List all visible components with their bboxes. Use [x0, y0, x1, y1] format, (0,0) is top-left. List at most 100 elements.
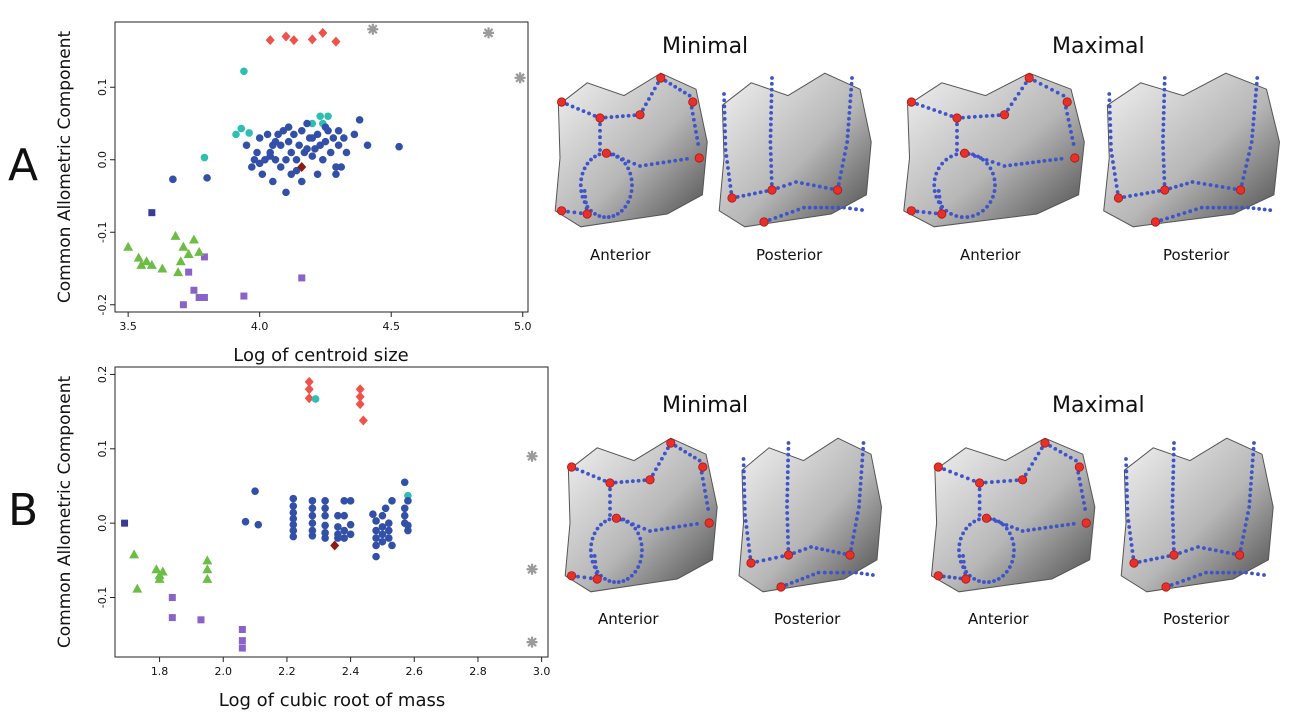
curve-dot	[1196, 181, 1201, 185]
curve-dot	[858, 487, 863, 492]
data-point-diamond	[331, 36, 341, 47]
landmark-point	[1024, 73, 1034, 83]
curve-dot	[1048, 444, 1053, 448]
curve-dot	[768, 152, 773, 156]
data-point-circle	[340, 511, 349, 520]
curve-dot	[1202, 182, 1207, 186]
curve-dot	[769, 87, 774, 92]
landmark-point	[952, 113, 962, 123]
data-point-circle	[372, 541, 380, 550]
data-point-circle	[334, 534, 342, 542]
curve-dot	[1176, 212, 1181, 217]
label-posterior-b-min: Posterior	[774, 610, 841, 628]
data-point-square	[148, 209, 156, 217]
curve-dot	[860, 208, 864, 212]
curve-dot	[1027, 467, 1031, 472]
landmark-points	[1113, 185, 1246, 227]
curve-dot	[1008, 163, 1013, 168]
data-point-triangle	[188, 234, 199, 244]
curve-dot	[958, 559, 963, 564]
data-point-circle	[289, 514, 298, 523]
curve-dot	[932, 108, 937, 112]
curve-dot	[847, 570, 852, 575]
curve-dot	[696, 142, 701, 146]
curve-dot	[654, 467, 658, 472]
curve-dot	[1257, 206, 1261, 211]
curve-dot	[915, 102, 919, 106]
data-point-circle	[308, 504, 317, 513]
curve-dot	[743, 519, 748, 523]
curve-dot	[1207, 547, 1212, 552]
curve-dot	[1251, 452, 1256, 457]
curve-dot	[743, 513, 747, 517]
data-point-circle	[400, 478, 409, 487]
curve-dot	[592, 113, 597, 118]
landmark-points	[1129, 550, 1245, 592]
landmark-points	[906, 73, 1080, 219]
bone-anterior-minimal-b	[564, 437, 718, 593]
data-point-circle	[289, 526, 298, 535]
curve-dot	[768, 122, 773, 127]
curve-dot	[996, 576, 1001, 581]
curve-dot	[1251, 206, 1256, 211]
curve-dot	[1170, 517, 1175, 521]
curve-dot	[820, 547, 825, 552]
star-stroke	[515, 73, 525, 83]
curve-dot	[1023, 81, 1028, 86]
data-point-circle	[404, 526, 412, 535]
curve-dot	[786, 547, 791, 551]
data-point-square	[240, 292, 248, 300]
landmark-point	[582, 209, 592, 219]
curve-dot	[769, 81, 774, 86]
curve-dot	[682, 90, 687, 95]
curve-dot	[723, 135, 728, 140]
curve-dot	[860, 458, 865, 463]
bone-surface	[564, 437, 718, 593]
curve-dot	[612, 580, 616, 584]
landmark-curves	[741, 441, 875, 589]
data-point-triangle	[132, 583, 143, 593]
curve-dot	[613, 480, 618, 485]
curve-dot	[987, 580, 991, 584]
curve-dot	[1066, 117, 1071, 122]
landmark-point	[1129, 558, 1139, 568]
curve-dot	[592, 554, 597, 558]
data-point-circle	[303, 119, 311, 128]
curve-dot	[1242, 529, 1247, 533]
curve-dot	[1162, 93, 1167, 98]
curve-dot	[1111, 166, 1116, 170]
curve-dot	[673, 158, 678, 163]
curve-dot	[1161, 146, 1166, 150]
curve-dot	[842, 152, 847, 156]
curve-dot	[1161, 128, 1166, 133]
curve-dot	[1241, 176, 1246, 180]
curve-dot	[632, 161, 637, 166]
data-point-circle	[385, 526, 393, 535]
x-tick-label: 2.2	[278, 665, 296, 678]
curve-dot	[835, 570, 840, 575]
curve-dot	[1127, 525, 1132, 529]
curve-dot	[1107, 92, 1112, 96]
curve-dot	[616, 580, 621, 584]
curve-dot	[842, 551, 847, 556]
curve-dot	[769, 176, 774, 180]
curve-dot	[1042, 159, 1047, 163]
curve-dot	[1186, 576, 1191, 581]
y-ticks: -0.2 -0.1 0.0 0.1	[96, 79, 115, 315]
curve-dot	[647, 97, 651, 101]
data-point-triangle	[175, 256, 186, 266]
curve-dot	[629, 189, 634, 193]
data-point-circle	[289, 520, 298, 529]
curve-dot	[854, 517, 859, 521]
curve-dot	[915, 209, 920, 214]
curve-dot	[977, 517, 981, 522]
curve-dot	[981, 157, 985, 162]
curve-dot	[805, 574, 810, 579]
landmark-curves	[722, 76, 864, 224]
curve-dot	[588, 576, 593, 581]
curve-dot	[633, 526, 638, 531]
curve-dot	[847, 105, 852, 109]
curve-dot	[623, 204, 628, 209]
curve-dot	[957, 542, 962, 547]
curve-dot	[599, 522, 603, 527]
